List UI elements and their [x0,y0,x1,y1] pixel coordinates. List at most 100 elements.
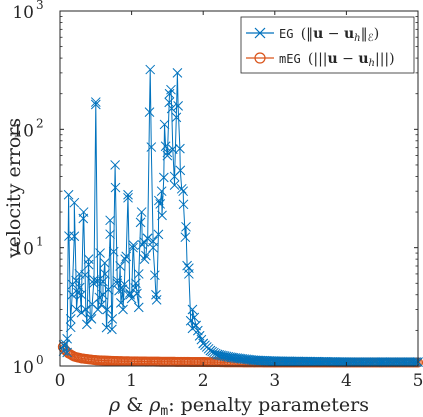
legend-eg-end: ) [374,26,379,42]
y-tick-label: 10 [12,121,34,141]
data-point-eg [164,97,175,108]
data-point-eg [65,314,76,324]
data-point-eg [60,339,71,350]
data-point-eg [184,269,194,279]
data-point-eg [144,107,155,117]
data-point-eg [192,325,203,336]
data-point-eg [58,340,69,351]
legend-box [240,16,415,74]
data-point-eg [76,289,87,300]
x-label-amp: & [120,394,149,416]
series-line-eg [63,69,418,363]
data-point-eg [173,101,183,111]
legend-meg-minus: − [338,51,359,67]
data-point-eg [69,197,80,208]
legend-meg-marker [254,52,266,64]
data-point-eg [135,217,146,228]
x-label-subscript: m [160,404,168,417]
data-point-eg [142,233,153,244]
legend-eg-h: h [354,33,360,44]
series-markers-eg [58,64,423,367]
data-point-eg [139,254,150,264]
x-label-rest: : penalty parameters [168,394,369,416]
data-point-eg [69,231,80,242]
legend-meg-open: (||| [308,51,328,67]
data-point-eg [153,229,164,240]
legend-eg-uh: u [344,26,354,42]
data-point-eg [162,150,173,161]
data-point-eg [132,288,142,299]
data-point-eg [78,207,89,217]
legend-meg-uh: u [358,51,368,67]
data-point-eg [81,319,92,330]
data-point-eg [112,275,123,286]
data-point-eg [162,147,173,158]
data-point-eg [103,284,114,295]
legend-eg-prefix: EG [279,27,301,41]
y-tick-label: 10 [12,240,34,260]
data-point-eg [182,260,192,271]
data-point-eg [62,333,73,344]
data-point-eg [409,357,420,367]
data-point-eg [175,165,186,176]
data-point-eg [158,172,169,183]
data-point-eg [166,84,176,95]
data-point-eg [178,186,189,197]
data-point-eg [96,299,107,310]
y-tick-exponent: 3 [36,0,44,12]
y-tick-exponent: 0 [36,353,44,367]
data-point-eg [117,284,128,295]
data-point-eg [172,68,183,78]
data-point-eg [151,295,162,305]
data-point-eg [90,97,101,107]
data-point-eg [153,195,164,206]
data-point-eg [145,64,156,75]
legend-meg-u: u [328,51,338,67]
data-point-eg [63,189,74,200]
data-point-eg [166,103,177,114]
data-point-eg [65,322,76,333]
data-point-eg [110,160,120,170]
legend: EG (‖u − uh‖ℰ) mEG (|||u − uh|||) [240,16,415,74]
legend-eg-close: ‖ [361,26,368,42]
data-point-eg [83,259,94,270]
data-point-eg [98,276,108,287]
x-tick-label: 1 [126,371,137,391]
data-point-eg [105,215,115,226]
x-tick-label: 2 [198,371,209,391]
data-point-eg [120,254,131,264]
x-tick-label: 5 [413,371,423,391]
data-point-eg [191,320,201,331]
data-point-eg [131,278,141,289]
data-point-eg [159,119,170,130]
data-point-eg [128,240,139,250]
legend-eg-label: EG (‖u − uh‖ℰ) [279,26,379,44]
data-point-eg [175,143,185,154]
data-point-eg [187,304,198,315]
data-point-eg [118,304,128,315]
data-point-eg [146,142,157,152]
data-point-eg [189,312,200,323]
data-point-eg [80,304,91,315]
data-point-eg [123,192,133,203]
y-tick-exponent: 1 [36,235,44,249]
data-point-eg [102,304,113,315]
data-point-eg [74,269,85,279]
legend-eg-open: (‖ [301,26,313,42]
data-point-eg [110,182,121,193]
data-point-eg [107,314,118,324]
data-point-eg [411,357,422,367]
data-point-eg [128,242,138,253]
data-point-eg [178,199,189,210]
data-point-eg [86,314,97,324]
y-tick-label: 10 [12,3,34,23]
legend-meg-prefix: mEG [279,52,308,66]
legend-meg-close: ||| [375,51,389,67]
series-layer [57,64,423,368]
data-point-eg [119,279,130,290]
data-point-eg [93,304,103,315]
data-point-eg [115,261,125,271]
data-point-eg [100,269,110,279]
